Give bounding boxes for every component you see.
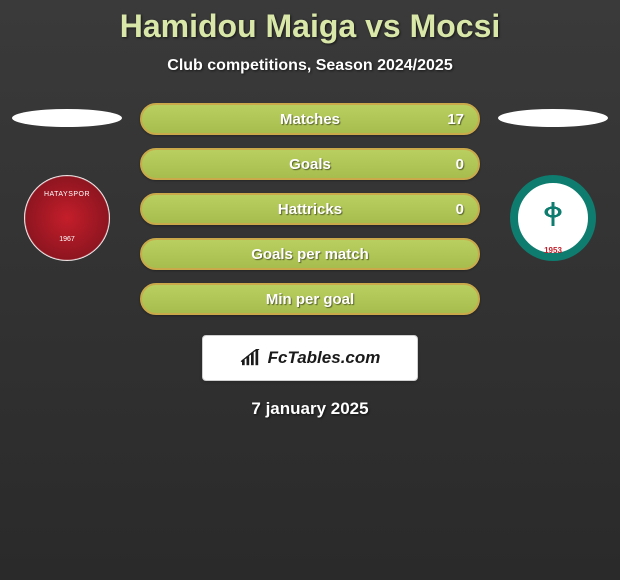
date-text: 7 january 2025: [0, 399, 620, 419]
stat-bar-hattricks: Hattricks 0: [140, 193, 480, 225]
comparison-card: Hamidou Maiga vs Mocsi Club competitions…: [0, 0, 620, 419]
brand-badge[interactable]: FcTables.com: [202, 335, 418, 381]
player-left-column: [12, 103, 122, 261]
stat-label: Min per goal: [266, 291, 354, 308]
page-title: Hamidou Maiga vs Mocsi: [0, 8, 620, 45]
stat-label: Hattricks: [278, 201, 342, 218]
stat-label: Goals per match: [251, 246, 369, 263]
brand-text: FcTables.com: [268, 348, 381, 368]
stat-bar-matches: Matches 17: [140, 103, 480, 135]
club-logo-left: [24, 175, 110, 261]
stat-bar-min-per-goal: Min per goal: [140, 283, 480, 315]
player-right-ellipse: [498, 109, 608, 127]
leaf-icon: [535, 200, 571, 236]
player-right-column: 1953: [498, 103, 608, 261]
stat-bar-goals: Goals 0: [140, 148, 480, 180]
stat-label: Matches: [280, 111, 340, 128]
stats-list: Matches 17 Goals 0 Hattricks 0 Goals per…: [140, 103, 480, 315]
stat-value: 0: [456, 156, 464, 173]
stat-value: 0: [456, 201, 464, 218]
subtitle: Club competitions, Season 2024/2025: [0, 57, 620, 75]
club-right-year: 1953: [518, 246, 588, 255]
stat-label: Goals: [289, 156, 331, 173]
main-row: Matches 17 Goals 0 Hattricks 0 Goals per…: [0, 103, 620, 315]
stat-bar-goals-per-match: Goals per match: [140, 238, 480, 270]
stat-value: 17: [447, 111, 464, 128]
chart-icon: [240, 349, 262, 367]
player-left-ellipse: [12, 109, 122, 127]
club-logo-right: 1953: [510, 175, 596, 261]
